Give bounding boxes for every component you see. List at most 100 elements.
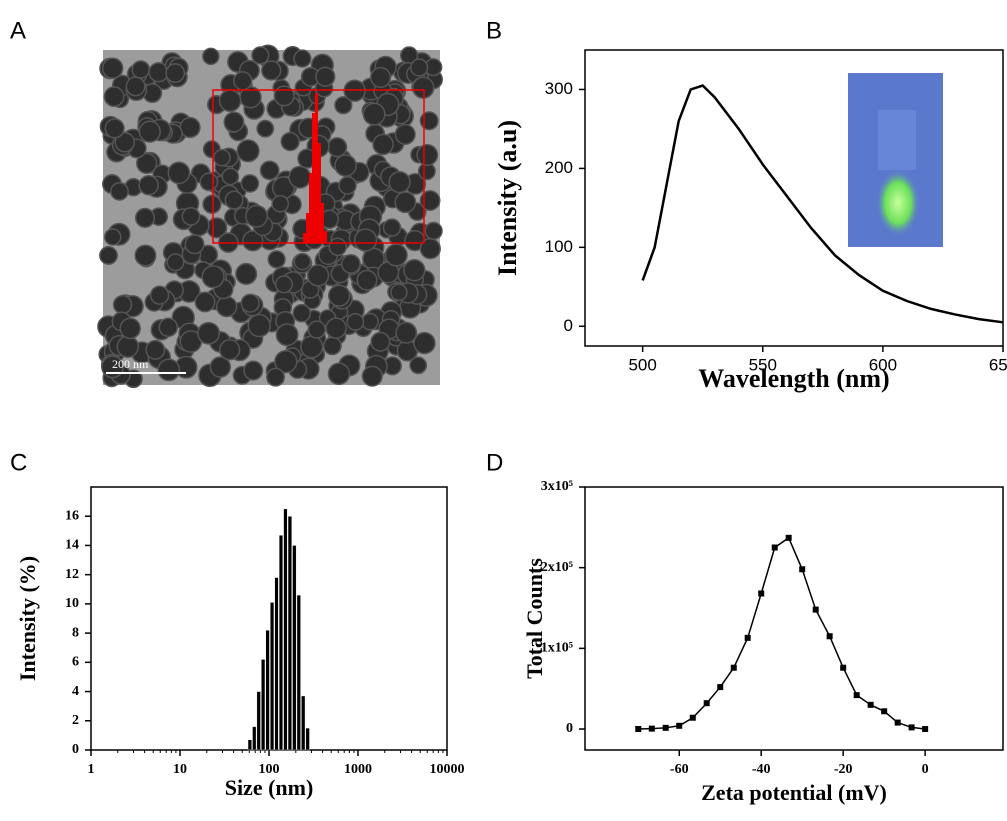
particle [384, 243, 408, 267]
particle [104, 118, 125, 139]
particle [419, 111, 439, 131]
particle [409, 356, 428, 375]
particle [424, 221, 443, 241]
particle [361, 312, 379, 331]
x-axis-label: Zeta potential (mV) [701, 780, 887, 805]
data-point [799, 566, 806, 573]
particle [209, 356, 232, 378]
particle [218, 89, 242, 113]
scale-bar-label: 200 nm [112, 357, 149, 371]
particle [306, 264, 330, 287]
particle [221, 167, 240, 186]
particle [119, 317, 141, 340]
particle [224, 190, 244, 210]
particle [300, 335, 324, 359]
particle [327, 362, 351, 386]
particle [157, 358, 181, 382]
x-tick-label: 10000 [430, 762, 465, 777]
x-tick-label: -40 [752, 762, 771, 777]
y-tick-label: 14 [65, 538, 79, 553]
particle [356, 269, 378, 291]
particle [242, 230, 264, 252]
particle [315, 66, 336, 87]
particle [362, 102, 386, 126]
particle [131, 60, 151, 79]
inset-bar [309, 173, 312, 243]
particle [158, 317, 179, 338]
particle [327, 284, 351, 307]
data-point [648, 725, 655, 732]
inset-bar [321, 203, 324, 243]
particle [267, 250, 286, 269]
particle [274, 275, 294, 294]
y-tick-label: 1x10⁵ [541, 641, 573, 656]
particle [114, 131, 136, 153]
particle [394, 191, 417, 214]
x-tick-label: 100 [259, 762, 280, 777]
particle [293, 49, 312, 68]
inset-bar [306, 213, 309, 243]
inset-bar [318, 143, 321, 243]
inset-bar [312, 113, 315, 243]
y-tick-label: 0 [72, 742, 79, 757]
particle [179, 116, 201, 139]
x-axis-label: Size (nm) [225, 775, 314, 800]
particle [243, 360, 264, 381]
particle [275, 323, 299, 347]
particle [370, 66, 392, 89]
particle [328, 237, 348, 257]
particle [274, 349, 298, 374]
data-point [853, 692, 860, 699]
particle [103, 228, 122, 246]
particle [395, 321, 418, 344]
particle [416, 144, 439, 167]
particle [293, 252, 312, 271]
data-point [881, 708, 888, 715]
bar [274, 577, 279, 751]
bar [270, 602, 275, 751]
x-tick-label: -20 [834, 762, 853, 777]
data-point [635, 726, 642, 733]
particle [346, 312, 365, 331]
x-tick-label: 600 [869, 355, 897, 374]
particle [271, 194, 290, 213]
y-axis-label: Intensity (a.u) [493, 120, 522, 276]
particle [240, 174, 260, 193]
particle [261, 60, 282, 81]
particle [219, 339, 241, 361]
particle [149, 285, 170, 305]
x-tick-label: 650 [989, 355, 1007, 374]
bar [296, 594, 301, 751]
bar [261, 659, 266, 751]
particle [361, 365, 383, 387]
particle [292, 303, 312, 323]
data-point [812, 606, 819, 613]
y-tick-label: 10 [65, 596, 79, 611]
bar [265, 629, 270, 751]
inset-bar [324, 231, 327, 243]
particle [99, 246, 118, 265]
data-line [641, 84, 1004, 324]
particle [136, 152, 158, 175]
panel-label: B [486, 17, 502, 44]
particle [273, 85, 295, 107]
particle [394, 123, 416, 145]
particle [419, 238, 441, 260]
particle [101, 57, 124, 79]
particle [125, 76, 146, 97]
particle [202, 194, 222, 214]
data-point [717, 684, 724, 691]
particle [307, 320, 326, 339]
y-tick-label: 6 [72, 655, 79, 670]
bar [256, 691, 261, 751]
y-tick-label: 2x10⁵ [541, 560, 573, 575]
particle [382, 218, 402, 237]
inset-bar [303, 233, 306, 243]
data-point [744, 634, 751, 641]
particle [390, 283, 408, 302]
data-point [785, 534, 792, 541]
bar [292, 545, 297, 751]
particle [334, 154, 357, 177]
x-tick-label: 1 [88, 762, 95, 777]
